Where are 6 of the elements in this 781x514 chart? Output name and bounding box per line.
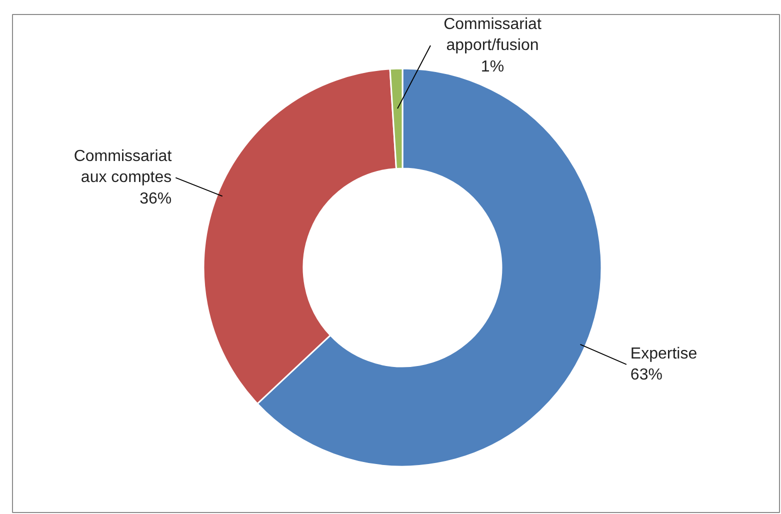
data-label: 63% [630,366,662,384]
slice-label: Commissariat apport/fusion [444,16,542,54]
data-label: 1% [480,58,504,76]
slice-label: Expertise [630,345,698,362]
data-label: 36% [140,190,172,208]
slice-label: Commissariat aux comptes [74,148,172,186]
